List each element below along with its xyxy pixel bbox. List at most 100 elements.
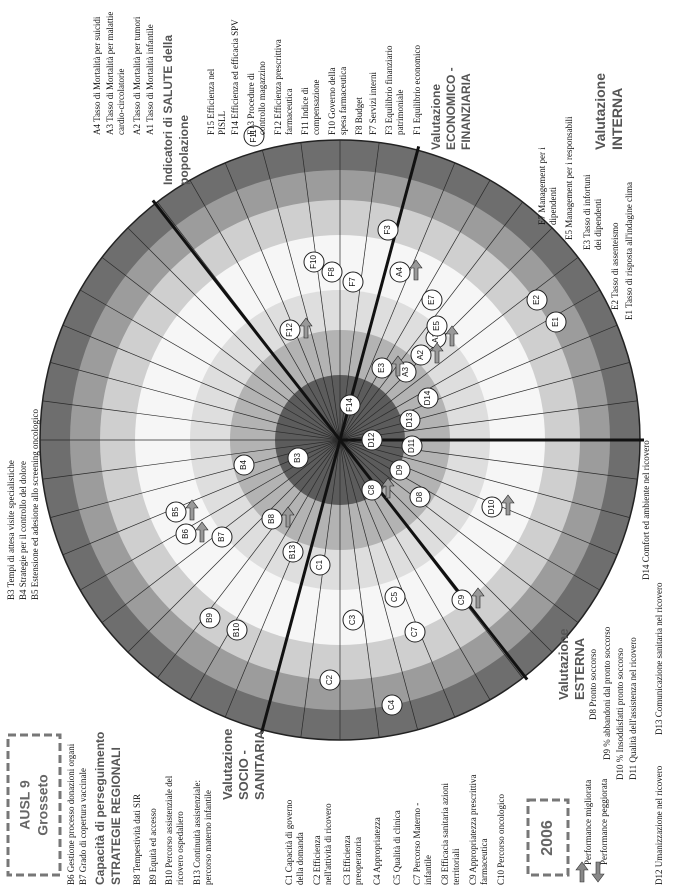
indicator-marker	[526, 289, 548, 311]
marker-code: D13	[405, 412, 414, 427]
section-title: FINANZIARIA	[459, 73, 473, 150]
indicator-label: E3 Tasso di infortuni	[582, 174, 592, 250]
legend-arrows	[575, 861, 605, 883]
arrow-up	[575, 861, 589, 883]
indicator-label: territoriali	[451, 848, 461, 885]
marker-code: B3	[293, 453, 302, 463]
indicator-label: D9 % abbandoni dal pronto soccorso	[602, 626, 612, 760]
markers: A1 A2 A3 A4 F3 F7 F8 F10 F11 F12 F14 E1 E2 E3 E5 E7 D8 D9…	[165, 125, 567, 716]
spoke	[339, 439, 600, 591]
section-title: INTERNA	[609, 88, 625, 150]
indicator-marker	[426, 315, 448, 337]
spoke	[189, 439, 341, 700]
trend-arrow	[299, 317, 313, 339]
indicator-marker	[175, 523, 197, 545]
indicator-marker	[399, 409, 421, 431]
marker-code: F8	[327, 267, 336, 277]
arrow-down	[591, 861, 605, 883]
spoke	[339, 439, 630, 518]
indicator-label: C7 Percorso Materno -	[412, 803, 422, 885]
indicator-marker	[342, 609, 364, 631]
indicator-marker	[381, 694, 403, 716]
indicator-marker	[321, 261, 343, 283]
marker-code: A3	[401, 367, 410, 377]
spoke	[339, 439, 579, 623]
spoke	[339, 439, 553, 653]
section-title: Valutazione	[592, 73, 608, 150]
marker-code: B7	[217, 532, 226, 542]
marker-code: D9	[395, 464, 404, 475]
spoke	[62, 324, 341, 441]
trend-arrow	[185, 499, 199, 521]
spoke	[339, 439, 456, 718]
section-title: ECONOMICO -	[444, 67, 458, 150]
indicator-marker	[309, 554, 331, 576]
indicator-label: F10 Governo della	[327, 68, 337, 136]
indicator-label: nell'attività di ricovero	[323, 803, 333, 885]
indicator-label: B6 Gestione processo donazioni organi	[66, 743, 76, 885]
trend-arrow	[391, 355, 405, 377]
marker-code: C7	[410, 626, 419, 637]
section-title: popolazione	[177, 115, 191, 185]
spoke	[339, 324, 618, 441]
indicator-label: C4 Appropriatezza	[372, 817, 382, 885]
marker-code: A1	[431, 333, 440, 343]
marker-code: B13	[288, 544, 297, 559]
sector-divider	[338, 145, 421, 441]
indicator-label: D13 Comunicazione sanitaria nel ricovero	[654, 582, 664, 735]
indicator-marker	[451, 589, 473, 611]
indicator-marker	[409, 486, 431, 508]
spoke	[127, 439, 341, 653]
indicator-label: F1 Equilibrio economico	[412, 45, 422, 135]
trend-arrow	[381, 477, 395, 499]
marker-code: F3	[383, 225, 392, 235]
marker-code: D11	[407, 438, 416, 453]
marker-code: C2	[325, 674, 334, 685]
indicator-label: farmaceutica	[479, 839, 489, 885]
indicator-marker	[243, 125, 265, 147]
section-title: Capacità di perseguimento	[93, 732, 107, 885]
indicator-label: percorso materno infantile	[203, 790, 213, 885]
spoke	[101, 257, 341, 441]
marker-code: B6	[181, 529, 190, 539]
indicator-label: C1 Capacità di governo	[284, 799, 294, 885]
spoke	[339, 439, 418, 730]
spoke	[80, 289, 341, 441]
section-title: STRATEGIE REGIONALI	[109, 747, 123, 885]
indicator-label: F8 Budget	[354, 97, 364, 135]
indicator-label: C3 Efficienza	[342, 835, 352, 885]
indicator-marker	[404, 621, 426, 643]
indicator-label: compensazione	[311, 80, 321, 135]
ausl-box	[6, 733, 62, 877]
trend-arrow	[195, 521, 209, 543]
indicator-label: E1 Tasso di risposta all'indagine clima	[624, 182, 634, 320]
spoke	[262, 150, 341, 441]
indicator-label: dipendenti	[548, 187, 558, 225]
indicator-label: dei dipendenti	[593, 198, 603, 250]
ausl-title: Grosseto	[35, 774, 51, 835]
indicator-marker	[417, 387, 439, 409]
indicator-marker	[199, 607, 221, 629]
indicator-label: D14 Comfort ed ambiente nel ricovero	[641, 440, 651, 580]
indicator-label: C9 Appropriatezza prescrittiva	[468, 775, 478, 885]
spoke	[339, 257, 579, 441]
sector-divider	[259, 439, 342, 735]
indicator-marker	[389, 261, 411, 283]
indicator-label: D8 Pronto soccorso	[588, 649, 598, 720]
indicator-label: F3 Equilibrio finanziario	[384, 45, 394, 135]
marker-code: D10	[487, 499, 496, 514]
indicator-marker	[371, 357, 393, 379]
marker-code: B4	[239, 460, 248, 470]
marker-code: C1	[315, 559, 324, 570]
marker-code: C3	[348, 614, 357, 625]
marker-code: F10	[309, 255, 318, 269]
section-title: ESTERNA	[572, 637, 587, 700]
indicator-label: D10 % Insoddisfatti pronto soccorso	[615, 648, 625, 780]
marker-code: F11	[249, 129, 258, 143]
legend-label: Performance peggiorata	[599, 779, 609, 865]
marker-code: C9	[457, 594, 466, 605]
spoke	[339, 439, 618, 556]
spoke	[127, 227, 341, 441]
indicator-label: infantile	[423, 855, 433, 885]
